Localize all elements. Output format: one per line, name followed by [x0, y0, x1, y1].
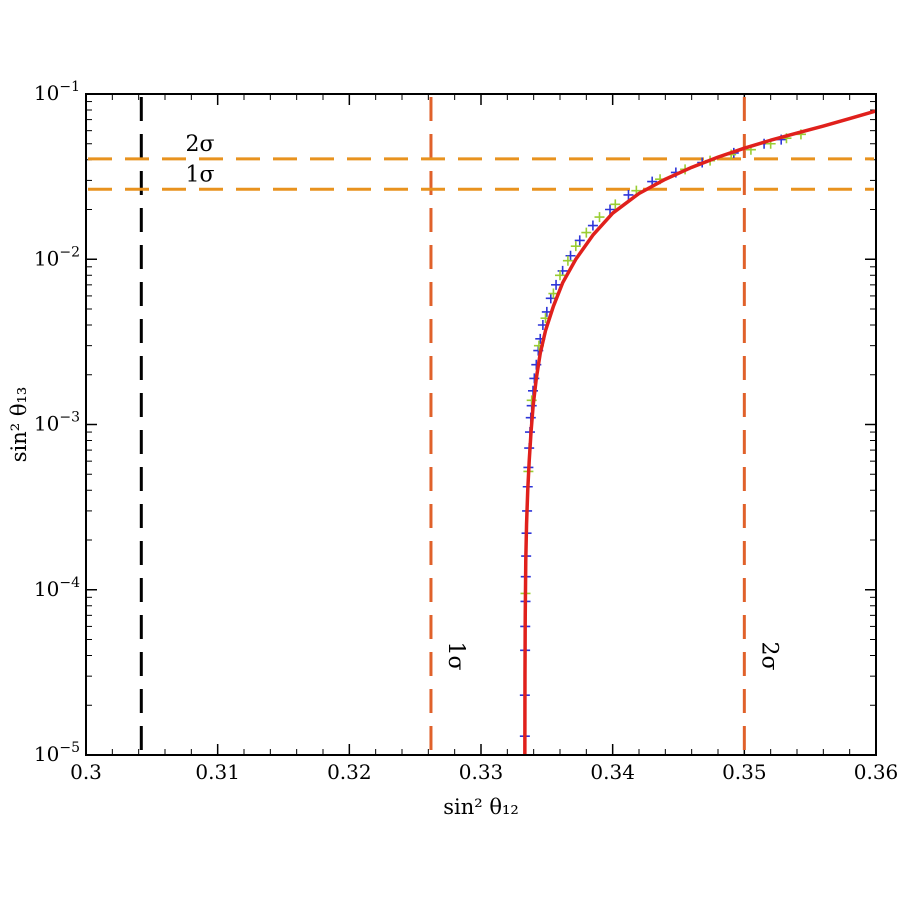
x-tick-label: 0.35 — [722, 760, 767, 784]
y-tick-label: 10−4 — [34, 575, 80, 601]
y-axis-label: sin² θ₁₃ — [7, 387, 31, 463]
horizontal-line-label: 1σ — [185, 162, 214, 187]
scatter-point — [610, 199, 621, 210]
x-tick-labels: 0.3 0.31 0.32 0.33 0.34 0.35 0.36 — [70, 760, 898, 784]
x-tick-label: 0.36 — [854, 760, 899, 784]
scatter-point — [562, 255, 573, 266]
scatter-point — [555, 270, 565, 281]
x-tick-label: 0.33 — [459, 760, 504, 784]
scatter-point — [570, 241, 581, 252]
plot-frame — [85, 93, 877, 756]
x-tick-label: 0.34 — [590, 760, 635, 784]
curve-line — [523, 109, 877, 756]
y-tick-labels: 10−5 10−4 10−3 10−2 10−1 — [34, 79, 80, 766]
scatter-point — [581, 227, 592, 238]
scatter-point — [574, 235, 585, 246]
y-tick-label: 10−5 — [34, 740, 80, 766]
scatter-point — [594, 212, 605, 223]
scatter-point — [605, 204, 616, 215]
horizontal-line-label: 2σ — [185, 132, 214, 157]
confidence-labels: 1σ 2σ 1σ 2σ — [185, 132, 781, 671]
scatter-point — [551, 279, 562, 290]
vertical-line-label: 1σ — [443, 641, 468, 670]
y-tick-label: 10−3 — [34, 410, 80, 436]
fit-curve — [523, 109, 877, 756]
scatter-point — [623, 189, 634, 200]
x-tick-label: 0.3 — [70, 760, 102, 784]
x-tick-label: 0.31 — [195, 760, 240, 784]
y-tick-label: 10−1 — [34, 79, 80, 105]
y-tick-label: 10−2 — [34, 244, 80, 270]
x-tick-label: 0.32 — [327, 760, 372, 784]
x-axis-label: sin² θ₁₂ — [443, 795, 519, 819]
reference-lines — [88, 97, 874, 753]
vertical-line-label: 2σ — [756, 641, 781, 670]
scatter-point — [587, 220, 598, 231]
